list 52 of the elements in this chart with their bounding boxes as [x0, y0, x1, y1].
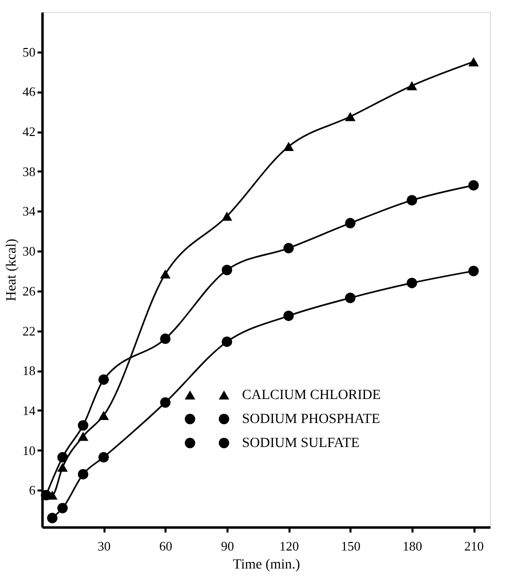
point: [47, 512, 58, 524]
point: [406, 278, 418, 288]
y-tick-label: 38: [22, 164, 36, 179]
point: [57, 462, 68, 472]
y-tick-label: 22: [22, 323, 36, 338]
point: [57, 452, 68, 463]
x-tick-label: 120: [279, 538, 299, 554]
legend-label: SODIUM SULFATE: [242, 436, 360, 451]
point: [98, 452, 109, 463]
point: [283, 242, 294, 254]
y-tick-label: 26: [22, 283, 36, 298]
point: [98, 410, 109, 420]
point: [78, 468, 88, 480]
point: [345, 112, 356, 122]
point: [98, 374, 109, 385]
point: [345, 292, 356, 304]
point: [406, 195, 418, 206]
point: [222, 264, 232, 276]
point: [78, 420, 88, 431]
legend-label: CALCIUM CHLORIDE: [242, 388, 381, 403]
point: [222, 336, 232, 347]
point: [222, 212, 232, 221]
x-tick-label: 180: [402, 538, 422, 554]
point: [160, 269, 171, 279]
point: [468, 266, 479, 276]
point: [283, 310, 294, 322]
point: [406, 81, 418, 90]
y-tick-label: 30: [22, 244, 36, 259]
point: [468, 57, 479, 66]
point: [283, 142, 294, 152]
y-tick-label: 46: [22, 84, 36, 100]
y-tick-label: 14: [22, 402, 36, 418]
point: [468, 180, 479, 191]
legend-label: SODIUM PHOSPHATE: [242, 412, 380, 427]
point: [345, 218, 356, 228]
x-tick-label: 150: [341, 538, 361, 554]
y-tick-label: 18: [22, 363, 36, 378]
y-tick-label: 50: [22, 44, 36, 60]
x-tick-label: 210: [464, 538, 484, 554]
y-tick-label: 42: [22, 124, 36, 140]
x-axis-title: Time (min.): [232, 558, 300, 572]
y-tick-label: 10: [22, 442, 36, 458]
y-tick-label: 6: [29, 482, 36, 498]
x-tick-label: 90: [220, 538, 234, 554]
point: [160, 397, 171, 408]
y-tick-label: 34: [22, 204, 36, 219]
point: [78, 432, 88, 441]
x-tick-label: 30: [98, 538, 111, 554]
point: [57, 502, 68, 514]
y-axis-title: Heat (kcal): [4, 238, 20, 302]
point: [160, 333, 171, 344]
x-tick-label: 60: [159, 538, 172, 554]
